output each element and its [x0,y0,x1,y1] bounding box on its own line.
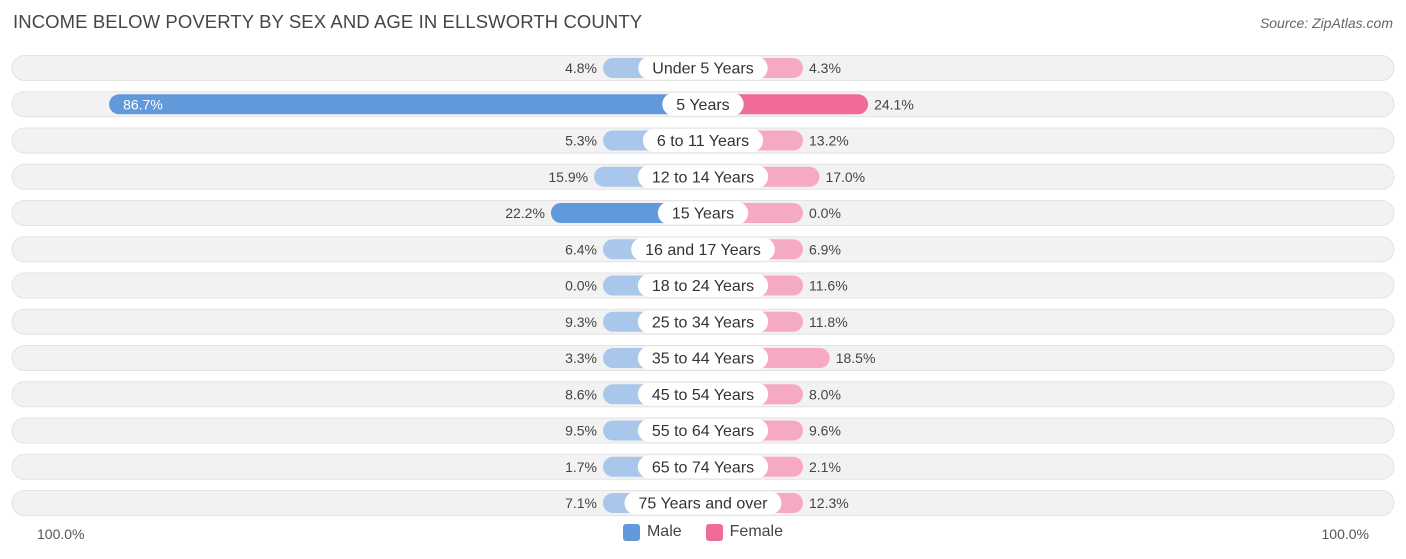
legend: Male Female [0,523,1406,541]
category-pill [637,419,769,442]
chart-title: INCOME BELOW POVERTY BY SEX AND AGE IN E… [13,11,643,32]
category-pill [638,56,768,80]
male-value-label: 86.7% [123,96,163,112]
category-label: 5 Years [676,97,729,114]
bar-chart: 4.8% 4.3% Under 5 Years 86.7% 24.1% 5 Years 5.… [11,55,1395,516]
legend-item-male: Male [622,523,682,541]
female-value-label: 9.6% [809,423,841,439]
female-value-label: 11.6% [809,278,848,294]
category-label: 25 to 34 Years [652,314,754,331]
category-pill [637,455,769,479]
category-label: 75 Years and over [639,496,769,513]
category-label: 15 Years [672,206,734,223]
female-value-label: 6.9% [809,241,841,257]
male-value-label: 1.7% [565,459,597,475]
category-label: 6 to 11 Years [657,133,749,150]
category-pill [637,310,769,334]
female-value-label: 8.0% [809,386,841,402]
female-value-label: 11.8% [809,314,848,330]
category-pill [637,274,769,297]
source-label: Source: ZipAtlas.com [1259,15,1393,31]
category-label: 55 to 64 Years [652,423,754,440]
category-pill [637,165,769,189]
female-value-label: 12.3% [809,495,849,511]
legend-label-male: Male [646,523,682,540]
male-value-label: 15.9% [548,169,588,185]
female-bar [703,94,869,115]
male-value-label: 9.5% [565,423,597,439]
category-pill [637,346,769,370]
male-bar [109,94,704,115]
category-label: 65 to 74 Years [652,459,754,476]
category-pill [631,237,775,261]
category-label: 45 to 54 Years [652,387,754,404]
category-label: 12 to 14 Years [652,169,754,186]
female-value-label: 18.5% [836,350,876,366]
legend-item-female: Female [705,523,784,541]
male-value-label: 3.3% [565,350,597,366]
female-value-label: 0.0% [809,205,841,221]
category-pill [637,382,769,406]
category-pill [657,201,749,225]
female-value-label: 2.1% [809,459,841,475]
female-value-label: 13.2% [809,133,849,149]
male-value-label: 8.6% [565,386,597,402]
legend-swatch-female [705,523,723,541]
legend-label-female: Female [729,523,784,540]
category-label: 18 to 24 Years [652,278,754,295]
male-value-label: 0.0% [565,278,597,294]
male-value-label: 9.3% [565,314,597,330]
male-value-label: 7.1% [565,495,597,511]
male-value-label: 4.8% [565,60,597,76]
category-label: 35 to 44 Years [652,351,754,368]
category-pill [642,129,764,152]
male-value-label: 22.2% [505,205,545,221]
category-pill [662,92,744,116]
axis-label-right: 100.0% [1321,526,1369,542]
category-label: Under 5 Years [652,61,753,78]
category-label: 16 and 17 Years [645,242,761,259]
female-value-label: 17.0% [825,169,865,185]
female-value-label: 24.1% [874,96,914,112]
male-value-label: 5.3% [565,133,597,149]
female-value-label: 4.3% [809,60,841,76]
category-pill [624,491,782,515]
axis-label-left: 100.0% [37,526,85,542]
male-value-label: 6.4% [565,241,597,257]
legend-swatch-male [622,523,640,541]
